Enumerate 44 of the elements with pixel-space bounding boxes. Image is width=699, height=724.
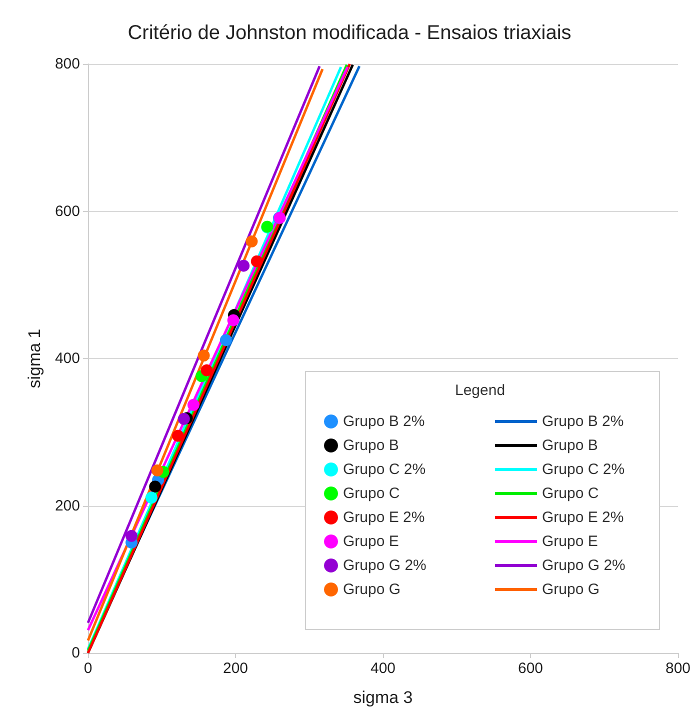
x-tick-label: 200 — [222, 660, 248, 677]
chart-title: Critério de Johnston modificada - Ensaios triaxiais — [128, 22, 572, 44]
point — [250, 255, 263, 268]
legend-label: Grupo B 2% — [343, 413, 425, 430]
legend-label: Grupo C 2% — [343, 461, 426, 478]
legend-label: Grupo B — [343, 437, 399, 454]
legend-label: Grupo C — [343, 485, 400, 502]
point — [178, 412, 190, 425]
legend-label: Grupo G 2% — [343, 557, 426, 574]
point — [198, 350, 210, 362]
point — [227, 314, 240, 326]
point — [200, 364, 213, 376]
x-axis-title: sigma 3 — [353, 688, 413, 707]
legend-label: Grupo E 2% — [343, 509, 425, 526]
y-tick-label: 0 — [72, 644, 80, 662]
point — [145, 492, 158, 504]
legend-label: Grupo E — [542, 533, 598, 550]
legend-label: Grupo C 2% — [542, 461, 625, 478]
legend-label: Grupo C — [542, 485, 599, 502]
legend-label: Grupo E — [343, 533, 399, 550]
legend-label: Grupo B — [542, 437, 598, 454]
point — [246, 235, 258, 248]
point — [220, 334, 232, 346]
y-tick-label: 600 — [54, 202, 80, 220]
y-axis-title: sigma 1 — [25, 328, 44, 388]
x-tick-label: 800 — [665, 660, 691, 677]
y-tick-label: 800 — [54, 56, 80, 72]
legend-label: Grupo G — [343, 581, 401, 598]
y-tick-label: 200 — [54, 497, 80, 514]
legend-label: Grupo G — [542, 581, 600, 598]
point — [151, 464, 164, 476]
point — [172, 430, 184, 442]
y-tick-label: 400 — [54, 350, 80, 367]
point — [126, 530, 138, 542]
legend-title: Legend — [455, 382, 506, 399]
legend-label: Grupo B 2% — [542, 413, 624, 430]
point — [149, 480, 162, 493]
x-tick-label: 0 — [84, 660, 92, 677]
x-tick-label: 400 — [370, 660, 396, 677]
point — [187, 398, 200, 411]
legend-label: Grupo G 2% — [542, 557, 626, 574]
x-tick-label: 600 — [518, 660, 544, 677]
point — [238, 260, 250, 272]
legend-label: Grupo E 2% — [542, 509, 624, 526]
